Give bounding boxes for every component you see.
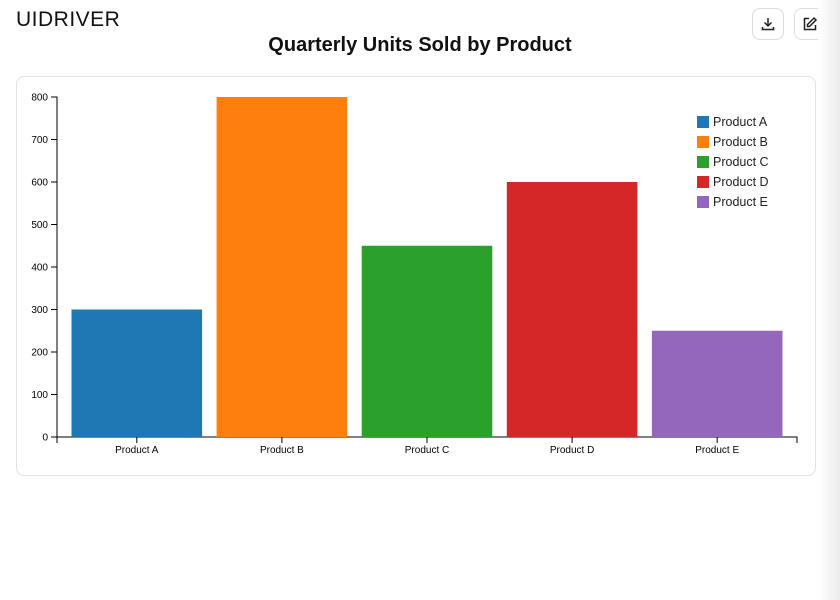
- chart-card: [16, 76, 816, 476]
- bar: [71, 309, 203, 437]
- y-tick-label: 700: [31, 135, 48, 146]
- bar: [506, 182, 638, 437]
- x-tick-label: Product A: [115, 445, 159, 456]
- x-tick-label: Product D: [550, 445, 594, 456]
- y-tick-label: 800: [31, 93, 48, 104]
- scroll-edge: [818, 0, 840, 600]
- bar: [361, 245, 493, 437]
- legend-label: Product A: [713, 115, 768, 129]
- legend-label: Product B: [713, 135, 768, 149]
- y-tick-label: 500: [31, 220, 48, 231]
- download-button[interactable]: [752, 8, 784, 40]
- y-tick-label: 600: [31, 178, 48, 189]
- y-tick-label: 200: [31, 348, 48, 359]
- y-tick-label: 0: [42, 433, 48, 444]
- legend-label: Product C: [713, 155, 769, 169]
- y-tick-label: 300: [31, 305, 48, 316]
- legend-label: Product D: [713, 175, 769, 189]
- legend-swatch: [697, 136, 709, 148]
- x-tick-label: Product C: [405, 445, 449, 456]
- y-tick-label: 400: [31, 263, 48, 274]
- bar: [651, 330, 783, 437]
- legend-swatch: [697, 116, 709, 128]
- legend-label: Product E: [713, 195, 768, 209]
- x-tick-label: Product B: [260, 445, 304, 456]
- y-tick-label: 100: [31, 390, 48, 401]
- chart-title: Quarterly Units Sold by Product: [268, 34, 572, 56]
- edit-icon: [803, 16, 818, 31]
- logo: UIDRIVER: [16, 8, 121, 31]
- download-icon: [761, 18, 775, 31]
- legend-swatch: [697, 196, 709, 208]
- x-tick-label: Product E: [695, 445, 739, 456]
- legend-swatch: [697, 156, 709, 168]
- bar: [216, 97, 348, 437]
- legend-swatch: [697, 176, 709, 188]
